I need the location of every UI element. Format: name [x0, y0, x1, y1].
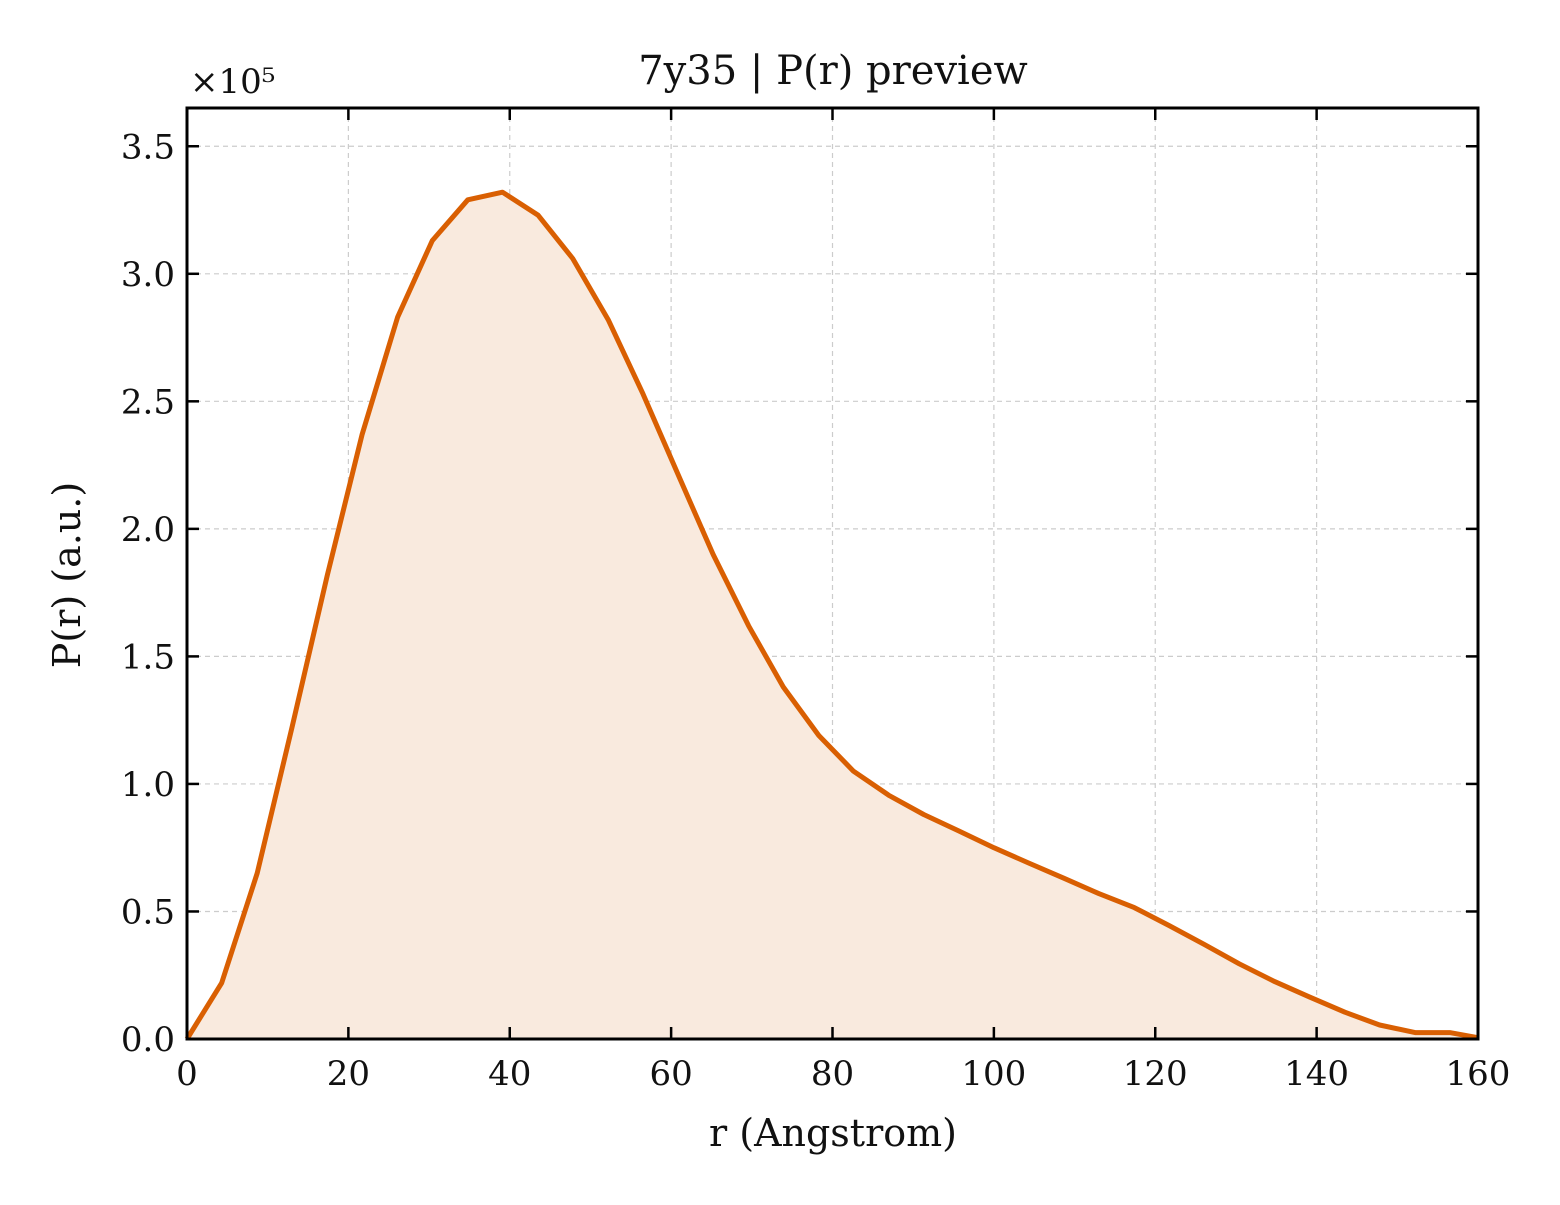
x-tick-label: 60	[649, 1054, 692, 1094]
x-tick-label: 20	[327, 1054, 370, 1094]
y-tick-label: 0.0	[121, 1020, 175, 1060]
y-tick-label: 2.0	[121, 510, 175, 550]
x-axis-label: r (Angstrom)	[709, 1111, 957, 1155]
y-tick-label: 3.0	[121, 255, 175, 295]
area-fill	[187, 192, 1478, 1039]
y-tick-label: 1.0	[121, 765, 175, 805]
y-tick-label: 2.5	[121, 382, 175, 422]
x-tick-label: 140	[1284, 1054, 1349, 1094]
y-tick-label: 0.5	[121, 892, 175, 932]
chart-title: 7y35 | P(r) preview	[638, 48, 1028, 94]
y-offset-text: ×10⁵	[190, 62, 275, 102]
x-tick-label: 160	[1446, 1054, 1511, 1094]
y-tick-labels: 0.0 0.5 1.0 1.5 2.0 2.5 3.0 3.5	[121, 127, 175, 1060]
y-tick-label: 3.5	[121, 127, 175, 167]
x-tick-label: 80	[811, 1054, 854, 1094]
x-tick-label: 40	[488, 1054, 531, 1094]
y-tick-label: 1.5	[121, 637, 175, 677]
tick-marks	[185, 108, 1480, 1041]
x-tick-labels: 0 20 40 60 80 100 120 140 160	[176, 1054, 1510, 1094]
y-axis-label: P(r) (a.u.)	[45, 482, 89, 668]
x-tick-label: 100	[961, 1054, 1026, 1094]
series-line	[184, 189, 1479, 1041]
x-tick-label: 120	[1123, 1054, 1188, 1094]
x-tick-label: 0	[176, 1054, 198, 1094]
